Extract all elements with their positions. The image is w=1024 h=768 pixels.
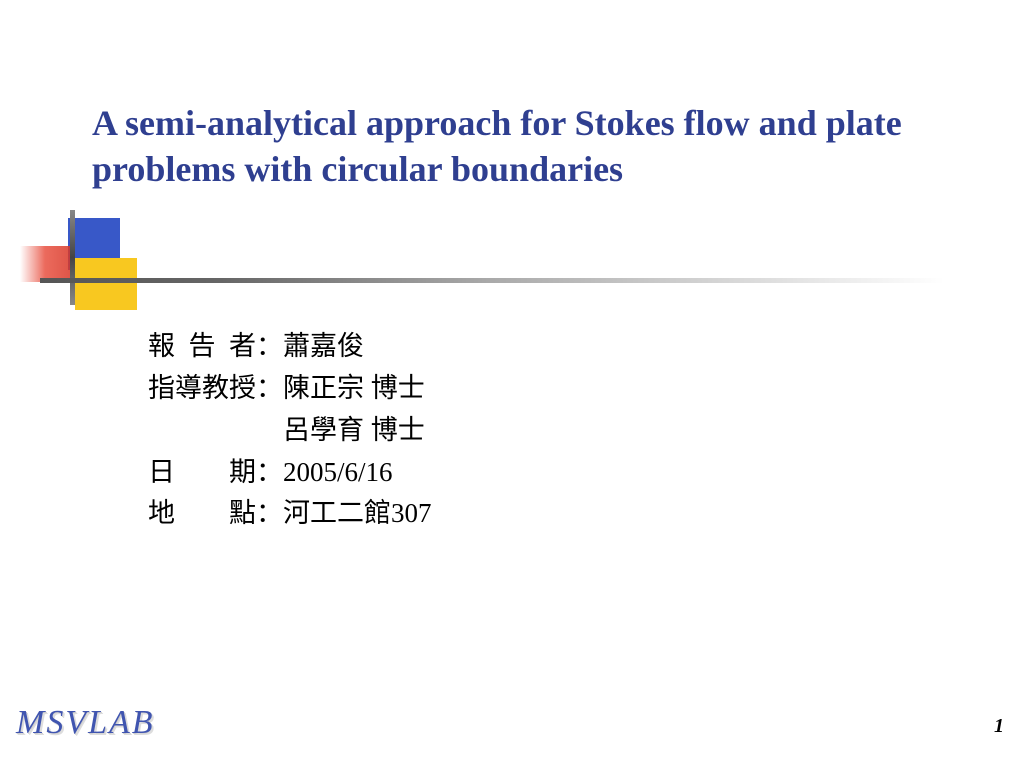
- square-yellow: [75, 258, 137, 310]
- divider-horizontal: [40, 278, 944, 283]
- decorative-squares: [20, 218, 140, 308]
- lab-logo: MSVLAB: [16, 704, 155, 742]
- page-number: 1: [994, 715, 1004, 738]
- slide-body: 報 告 者：蕭嘉俊 指導教授：陳正宗 博士 呂學育 博士 日 期：2005/6/…: [148, 326, 432, 535]
- slide-title: A semi-analytical approach for Stokes fl…: [92, 100, 962, 192]
- divider-vertical: [70, 210, 75, 305]
- square-red: [20, 246, 70, 282]
